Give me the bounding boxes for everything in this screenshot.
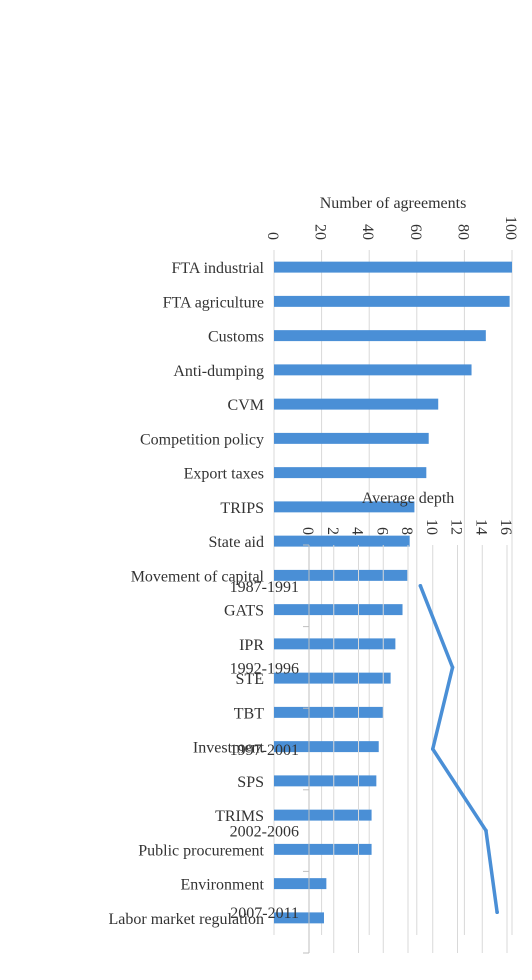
bar: [274, 295, 510, 307]
bar-category-label: Competition policy: [140, 431, 264, 448]
bar-category-labels: FTA industrial FTA agriculture Customs Anti…: [109, 260, 265, 928]
line-y-tick-labels: 0 2 4 6 8 10 12 14 16: [299, 519, 514, 535]
line-category-label: 1992-1996: [230, 660, 299, 677]
bar: [274, 501, 415, 513]
bar-category-label: TRIMS: [215, 808, 264, 825]
bar: [274, 535, 410, 547]
line-category-axis: [303, 544, 310, 954]
bar-category-label: TBT: [234, 705, 264, 722]
line-y-tick-label: 6: [373, 527, 390, 535]
bar-category-label: IPR: [239, 637, 264, 654]
bar-category-label: GATS: [224, 603, 264, 620]
line-y-tick-label: 10: [423, 519, 440, 535]
line-category-labels: 1987-1991 1992-1996 1997-2001 2002-2006 2007…: [230, 579, 299, 922]
bar-category-label: State aid: [208, 534, 264, 551]
bar-y-tick-label: 80: [454, 224, 471, 240]
line-point: [418, 584, 423, 588]
bar: [274, 843, 372, 855]
line-point: [450, 665, 455, 670]
bar-category-label: Export taxes: [184, 466, 264, 483]
line-y-tick-label: 2: [324, 527, 341, 535]
bar-category-label: CVM: [228, 397, 264, 414]
bar-y-tick-label: 0: [264, 232, 281, 240]
bar: [274, 741, 379, 753]
line-y-tick-label: 8: [398, 527, 415, 535]
bar: [274, 809, 372, 821]
bar-gridlines: [273, 250, 513, 935]
bar: [274, 604, 403, 616]
bar-y-tick-label: 100: [502, 216, 519, 240]
line-chart: 0 2 4 6 8 10 12 14 16 1987-1991 1992-1996 1997-200…: [230, 490, 514, 954]
bar-category-label: Environment: [180, 877, 264, 894]
bar-category-label: Public procurement: [138, 842, 264, 859]
bar: [274, 569, 408, 581]
bar: [274, 878, 327, 890]
bar-category-label: STE: [236, 671, 264, 688]
bar-y-tick-labels: 0 20 40 60 80 100: [264, 216, 519, 240]
bar: [274, 364, 472, 376]
line-y-tick-label: 12: [448, 519, 465, 535]
bar: [274, 398, 439, 410]
bar-category-label: Investment: [193, 740, 265, 757]
line-y-tick-label: 4: [349, 527, 366, 535]
line-points: [418, 584, 499, 915]
bar: [273, 330, 486, 342]
line-category-label: 2002-2006: [230, 824, 299, 841]
bar: [274, 261, 512, 273]
line-category-label: 1997-2001: [230, 742, 299, 759]
bar-y-axis-title: Number of agreements: [320, 195, 467, 212]
bar-category-label: SPS: [237, 774, 264, 791]
bar-series: [273, 261, 512, 924]
bar: [274, 638, 396, 650]
bar-category-label: TRIPS: [220, 500, 264, 517]
bar-y-tick-label: 20: [312, 224, 329, 240]
line-point: [430, 747, 435, 751]
line-y-axis-title: Average depth: [362, 490, 455, 507]
bar-category-label: FTA agriculture: [163, 294, 264, 311]
line-y-tick-label: 14: [472, 519, 489, 535]
line-point: [484, 828, 488, 833]
bar: [273, 467, 427, 479]
line-point: [495, 910, 499, 915]
bar: [273, 912, 324, 924]
bar: [273, 706, 384, 718]
line-y-tick-label: 16: [497, 519, 514, 535]
bar: [273, 672, 391, 684]
bar-category-label: Customs: [208, 329, 264, 346]
bar-y-tick-label: 60: [407, 224, 424, 240]
line-category-label: 2007-2011: [230, 905, 299, 922]
line-category-label: 1987-1991: [230, 579, 299, 596]
bar-category-label: Anti-dumping: [173, 363, 264, 380]
bar: [274, 432, 429, 444]
bar-y-tick-label: 40: [359, 224, 376, 240]
bar-category-label: Labor market regulation: [109, 911, 265, 928]
line-y-tick-label: 0: [299, 527, 316, 535]
bar-category-label: FTA industrial: [172, 260, 265, 277]
bar-category-label: Movement of capital: [131, 568, 265, 585]
bar: [274, 775, 377, 787]
